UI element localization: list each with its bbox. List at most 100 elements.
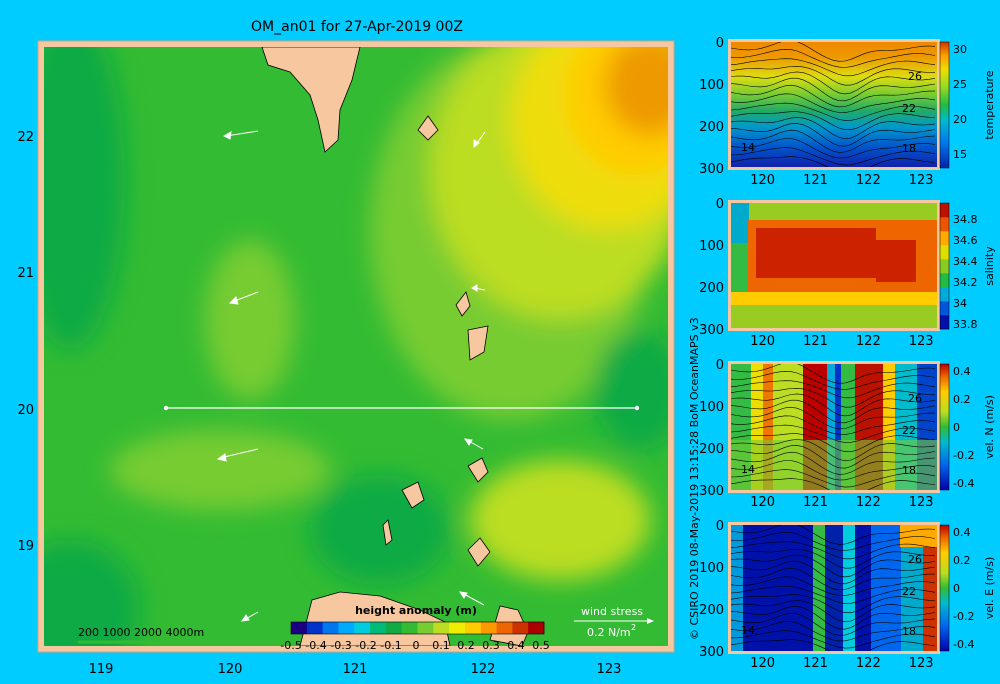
ssh-colorbar-swatch <box>496 622 513 634</box>
salinity-band <box>731 203 749 243</box>
contour-label: 22 <box>902 424 916 437</box>
credit-text: © CSIRO 2019 08-May-2019 13:15:28 BoM Oc… <box>688 317 701 640</box>
section-variable-label: vel. N (m/s) <box>983 395 996 459</box>
map-x-tick: 123 <box>597 662 622 677</box>
section-colorbar-swatch <box>940 301 949 316</box>
salinity-section-panel <box>728 200 940 331</box>
vel-e-band <box>901 525 923 651</box>
island-d <box>467 457 489 483</box>
section-y-tick: 200 <box>699 120 724 135</box>
contour-line <box>731 600 936 623</box>
contour-line <box>731 594 936 613</box>
contour-line <box>731 585 936 604</box>
ssh-colorbar-title: height anomaly (m) <box>355 604 477 617</box>
section-colorbar-tick: 30 <box>953 43 967 56</box>
map-x-axis: 119 120 121 122 123 <box>89 662 622 677</box>
section-colorbar-tick: 34.6 <box>953 234 978 247</box>
section-colorbar-tick: 34.4 <box>953 255 978 268</box>
section-colorbar-tick: 0 <box>953 582 960 595</box>
contour-line <box>731 399 936 424</box>
salinity-band <box>731 305 937 328</box>
map-x-tick: 122 <box>471 662 496 677</box>
section-x-tick: 123 <box>909 334 934 349</box>
taiwan-coast <box>261 47 361 153</box>
section-x-tick: 121 <box>803 173 828 188</box>
temperature-contours <box>731 42 936 167</box>
ssh-colorbar-swatch <box>291 622 308 634</box>
section-x-tick: 122 <box>856 173 881 188</box>
contour-line <box>731 42 936 62</box>
contour-label: 14 <box>741 624 755 637</box>
ssh-tick: -0.4 <box>305 639 326 652</box>
contour-line <box>731 525 936 545</box>
section-x-tick: 120 <box>750 495 775 510</box>
section-colorbar-tick: 20 <box>953 113 967 126</box>
section-colorbar-tick: 0.4 <box>953 365 971 378</box>
vel-n-band <box>731 440 937 490</box>
ssh-tick: -0.2 <box>355 639 376 652</box>
section-x-tick: 121 <box>803 334 828 349</box>
map-x-tick: 120 <box>218 662 243 677</box>
vel-n-band <box>763 364 773 490</box>
contour-line <box>731 531 936 551</box>
section-colorbar-tick: 34 <box>953 297 967 310</box>
section-colorbar-outline <box>939 202 950 330</box>
contour-label: 22 <box>902 102 916 115</box>
section-colorbar-tick: -0.4 <box>953 638 974 651</box>
contour-label: 18 <box>902 464 916 477</box>
contour-line <box>731 71 936 95</box>
contour-label: 26 <box>908 70 922 83</box>
section-y-tick: 300 <box>699 484 724 499</box>
contour-line <box>731 433 936 452</box>
contour-label: 18 <box>902 142 916 155</box>
contour-line <box>731 129 936 153</box>
vel-n-contour-labels: 26 22 18 14 <box>741 392 922 477</box>
ssh-colorbar-swatch <box>322 622 339 634</box>
section-colorbar-tick: -0.2 <box>953 610 974 623</box>
ssh-colorbar-swatch <box>370 622 387 634</box>
temperature-contour-labels: 26 22 18 14 <box>741 70 922 155</box>
section-colorbar-tick: -0.4 <box>953 477 974 490</box>
section-colorbar-tick: 34.2 <box>953 276 978 289</box>
figure-title: OM_an01 for 27-Apr-2019 00Z <box>251 19 463 35</box>
contour-line <box>731 554 936 578</box>
section-line <box>163 405 640 411</box>
contour-label: 14 <box>741 463 755 476</box>
contour-label: 26 <box>908 553 922 566</box>
section-x-tick: 120 <box>750 656 775 671</box>
section-y-tick: 200 <box>699 442 724 457</box>
section-colorbar-swatch <box>940 315 949 330</box>
map-y-tick: 20 <box>17 403 34 418</box>
section-x-tick: 123 <box>909 656 934 671</box>
section-x-tick: 122 <box>856 656 881 671</box>
contour-line <box>731 445 936 469</box>
ssh-tick: -0.5 <box>280 639 301 652</box>
section-colorbar-swatch <box>940 273 949 288</box>
contour-line <box>731 567 935 591</box>
contour-label: 18 <box>902 625 916 638</box>
salinity-band <box>876 240 916 282</box>
ssh-colorbar-swatch <box>306 622 324 634</box>
contour-line <box>731 393 936 417</box>
section-variable-label: vel. E (m/s) <box>983 557 996 620</box>
section-colorbar-tick: 25 <box>953 78 967 91</box>
island-b <box>455 291 471 317</box>
depth-scale-label: 200 1000 2000 4000m <box>78 626 204 639</box>
contour-line <box>731 478 936 490</box>
ssh-colorbar: height anomaly (m) -0.5 -0.4 -0.3 -0.2 -… <box>280 604 549 652</box>
section-y-tick: 0 <box>716 358 724 373</box>
vel-n-field <box>731 364 937 490</box>
contour-line <box>731 84 935 108</box>
ssh-colorbar-swatch <box>354 622 371 634</box>
contour-line <box>731 123 936 147</box>
section-variable-label: temperature <box>983 70 996 139</box>
map-y-tick: 22 <box>17 130 34 145</box>
section-y-tick: 300 <box>699 323 724 338</box>
contour-line <box>731 439 936 462</box>
ssh-colorbar-swatch <box>464 622 482 634</box>
section-colorbar-swatch <box>940 287 949 302</box>
section-x-tick: 122 <box>856 495 881 510</box>
salinity-band <box>756 228 876 278</box>
ssh-colorbar-swatch <box>338 622 355 634</box>
